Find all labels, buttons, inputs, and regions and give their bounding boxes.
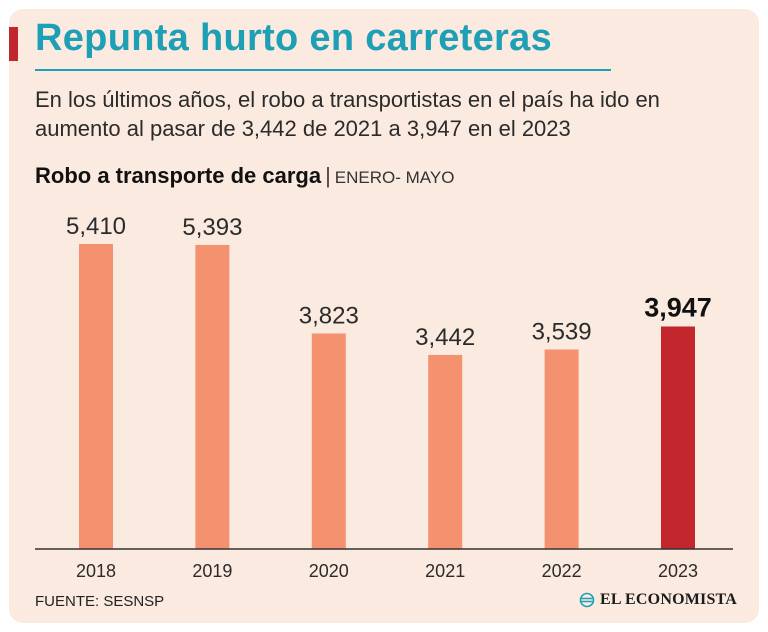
- subtitle: En los últimos años, el robo a transport…: [35, 87, 660, 141]
- bar-2020: [311, 333, 346, 549]
- infographic-card: Repunta hurto en carreteras En los últim…: [9, 9, 759, 623]
- source-note: FUENTE: SESNSP: [35, 593, 165, 610]
- value-label-2020: 3,823: [299, 302, 359, 329]
- value-label-2021: 3,442: [415, 324, 475, 351]
- x-tick-2019: 2019: [192, 561, 232, 581]
- bar-2018: [79, 244, 113, 549]
- brand-logo: EL ECONOMISTA: [579, 591, 737, 609]
- bar-2023: [661, 326, 695, 549]
- chart-heading-separator: |: [325, 163, 331, 188]
- x-tick-2018: 2018: [76, 561, 116, 581]
- title-underline: [35, 69, 611, 71]
- x-tick-2022: 2022: [542, 561, 582, 581]
- value-label-2022: 3,539: [532, 318, 592, 345]
- bar-2021: [428, 354, 463, 549]
- bar-2022: [544, 349, 579, 549]
- value-label-2023: 3,947: [644, 292, 712, 322]
- chart-heading: Robo a transporte de carga | ENERO- MAYO: [35, 163, 454, 189]
- chart-period: ENERO- MAYO: [334, 168, 455, 187]
- x-tick-2021: 2021: [425, 561, 465, 581]
- value-label-2019: 5,393: [182, 214, 242, 241]
- bar-2019: [195, 244, 230, 549]
- page-title: Repunta hurto en carreteras: [35, 17, 553, 59]
- bar-chart: 5,410 2018 5,393 2019 3,823 2020 3,442 2021 3,53…: [35, 213, 733, 581]
- chart-title: Robo a transporte de carga: [35, 163, 322, 188]
- globe-icon: [579, 592, 595, 608]
- x-tick-2023: 2023: [658, 561, 698, 581]
- title-accent-bar: [9, 27, 18, 61]
- brand-name: EL ECONOMISTA: [600, 591, 737, 608]
- value-label-2018: 5,410: [66, 213, 126, 240]
- x-tick-2020: 2020: [309, 561, 349, 581]
